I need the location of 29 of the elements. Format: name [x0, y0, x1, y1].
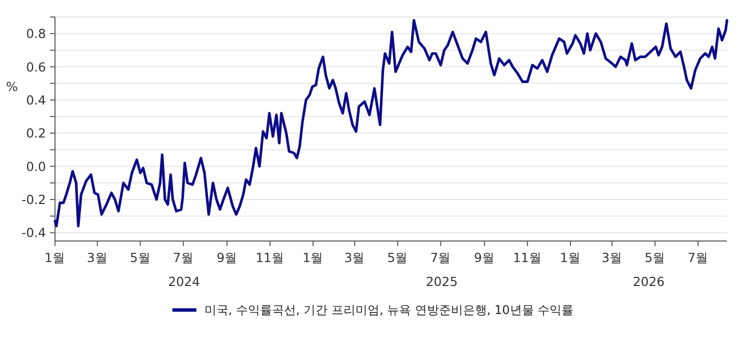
- y-tick-label: -0.2: [22, 192, 46, 208]
- x-tick-label: 5월: [387, 250, 408, 265]
- text: 2025: [426, 274, 458, 289]
- x-tick-label: 11월: [512, 250, 542, 265]
- line-series: [54, 19, 728, 228]
- y-tick-label: 0.6: [26, 59, 46, 74]
- y-tick-label: 0.0: [26, 158, 46, 174]
- y-tick-label: -0.4: [22, 225, 46, 240]
- x-tick-label: 3월: [86, 250, 108, 265]
- x-tick-label: 5월: [644, 250, 666, 265]
- x-tick-label: 1월: [302, 250, 324, 265]
- x-tick-label: 11월: [256, 250, 285, 265]
- x-tick-label: 7월: [430, 250, 452, 265]
- x-tick-label: 1월: [44, 250, 66, 265]
- x-tick-label: 1월: [560, 250, 581, 265]
- text: 2026: [632, 274, 665, 289]
- x-tick-label: 7월: [172, 250, 194, 265]
- y-tick-label: 0.4: [26, 92, 46, 108]
- x-tick-label: 7월: [688, 250, 709, 265]
- x-tick-label: 3월: [602, 250, 623, 265]
- y-tick-label: 0.8: [26, 26, 46, 42]
- x-tick-label: 5월: [130, 250, 151, 265]
- legend-label: 미국, 수익률곡선, 기간 프리미엄, 뉴욕 연방준비은행, 10년물 수익률: [204, 303, 574, 317]
- y-axis-title: %: [6, 79, 18, 94]
- x-tick-label: 9월: [474, 250, 495, 265]
- x-tick-label: 3월: [344, 250, 366, 265]
- text: 2024: [168, 274, 200, 289]
- x-tick-label: 9월: [216, 250, 238, 265]
- y-tick-label: 0.2: [26, 126, 46, 141]
